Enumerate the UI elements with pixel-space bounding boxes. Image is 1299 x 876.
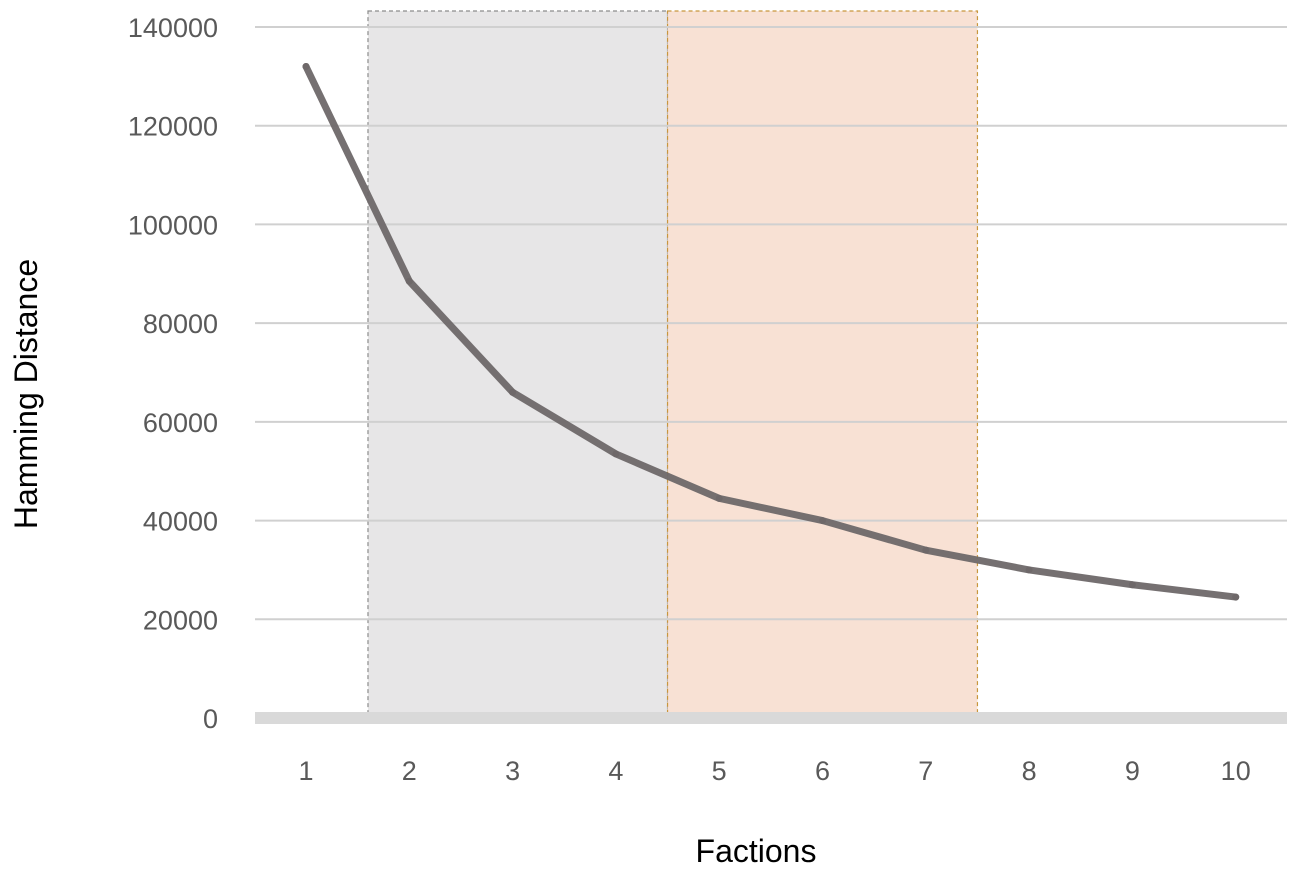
x-axis-title: Factions	[696, 833, 817, 869]
series-line-1	[302, 62, 1240, 601]
x-tick-labels: 1 2 3 4 5 6 7 8 9 10	[298, 756, 1250, 786]
y-tick-label-60000: 60000	[143, 408, 218, 438]
y-tick-label-0: 0	[203, 704, 218, 734]
x-tick-label-7: 7	[918, 756, 933, 786]
x-tick-label-1: 1	[298, 756, 313, 786]
data-point-5	[715, 494, 723, 502]
highlight-regions	[367, 10, 979, 715]
x-tick-label-4: 4	[608, 756, 623, 786]
data-point-10	[1232, 593, 1240, 601]
y-tick-labels: 0 20000 40000 60000 80000 100000 120000 140000	[128, 13, 218, 734]
y-axis-title: Hamming Distance	[8, 259, 44, 529]
x-tick-label-10: 10	[1221, 756, 1251, 786]
x-axis-baseline-group	[255, 712, 1287, 724]
data-point-9	[1128, 581, 1136, 589]
y-tick-label-40000: 40000	[143, 507, 218, 537]
data-point-7	[922, 546, 930, 554]
y-tick-label-120000: 120000	[128, 112, 218, 142]
x-tick-label-5: 5	[712, 756, 727, 786]
x-tick-label-2: 2	[402, 756, 417, 786]
x-tick-label-6: 6	[815, 756, 830, 786]
data-point-6	[819, 517, 826, 525]
data-point-1	[302, 62, 310, 70]
data-point-4	[612, 450, 620, 458]
x-tick-label-9: 9	[1125, 756, 1140, 786]
highlight-region-1	[367, 10, 669, 715]
y-tick-label-20000: 20000	[143, 605, 218, 635]
highlight-region-2	[666, 10, 979, 715]
x-axis-baseline	[255, 712, 1287, 724]
y-tick-label-100000: 100000	[128, 210, 218, 240]
data-point-3	[509, 388, 517, 396]
x-tick-label-8: 8	[1022, 756, 1037, 786]
y-tick-label-140000: 140000	[128, 13, 218, 43]
data-point-2	[405, 277, 413, 285]
data-point-8	[1025, 566, 1033, 574]
series-group	[302, 62, 1240, 601]
y-tick-label-80000: 80000	[143, 309, 218, 339]
gridlines	[255, 26, 1287, 621]
x-tick-label-3: 3	[505, 756, 520, 786]
